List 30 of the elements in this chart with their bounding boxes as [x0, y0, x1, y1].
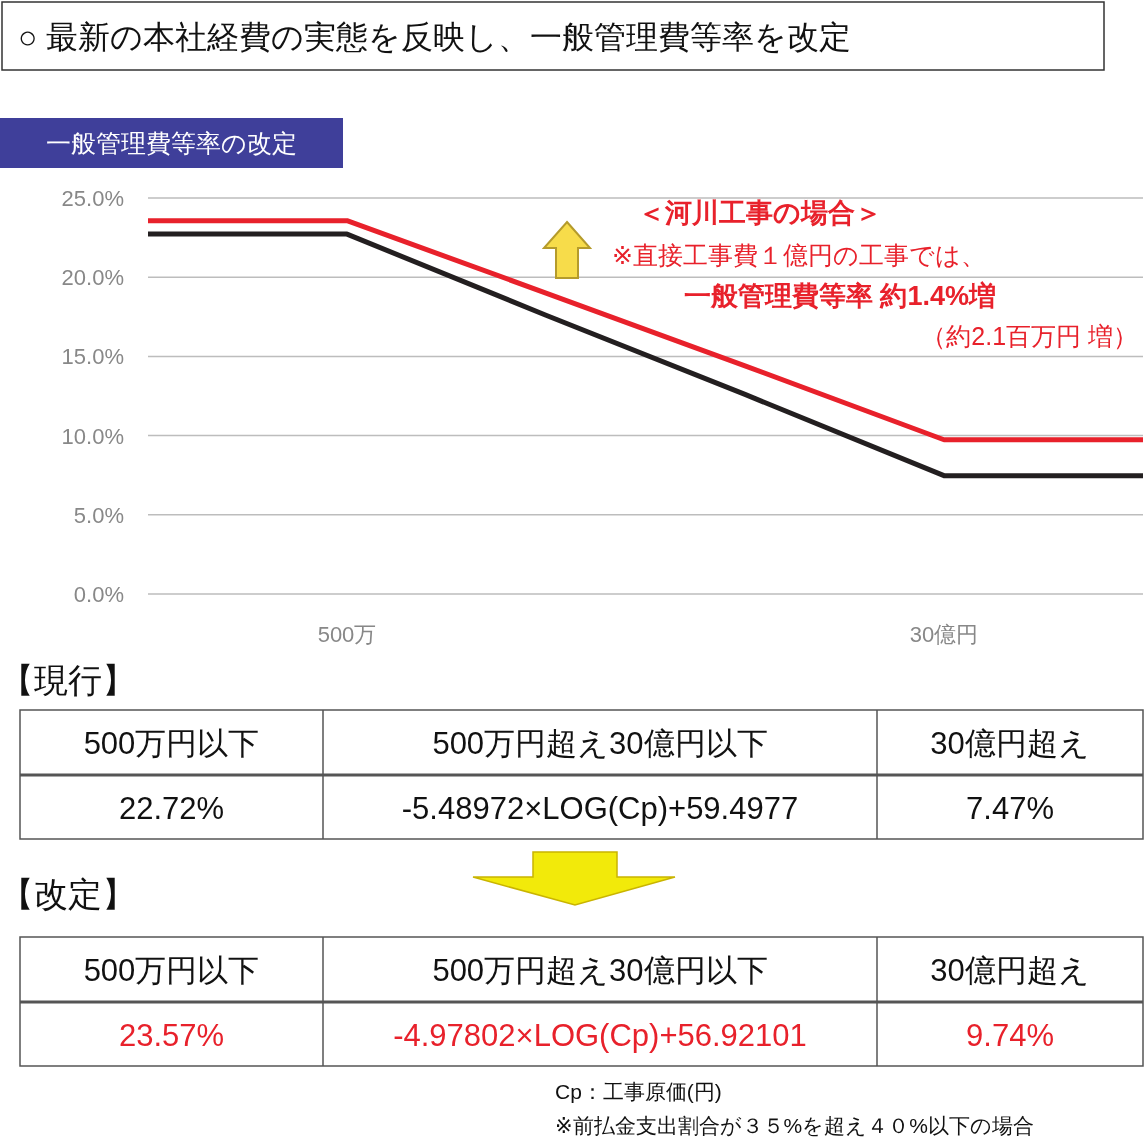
- chart-title: ○ 最新の本社経費の実態を反映し、一般管理費等率を改定: [18, 19, 852, 55]
- x-tick-label: 500万: [317, 622, 377, 647]
- text: ※前払金支出割合が３５%を超え４０%以下の場合: [555, 1114, 1034, 1137]
- text: 9.74%: [966, 1018, 1054, 1053]
- annotation: ＜河川工事の場合＞: [638, 198, 882, 228]
- text: 500万円以下: [83, 726, 260, 761]
- text: Cp：工事原価(円): [555, 1080, 722, 1103]
- text: 30億円超え: [930, 726, 1090, 761]
- text: 23.57%: [118, 1018, 225, 1053]
- text: -5.48972×LOG(Cp)+59.4977: [401, 791, 799, 826]
- text: 【改定】: [0, 875, 136, 913]
- y-tick-label: 5.0%: [73, 502, 124, 528]
- text: 500万円超え30億円以下: [432, 953, 768, 988]
- x-tick-label: 30億円: [909, 622, 979, 647]
- text: 30億円超え: [930, 953, 1090, 988]
- y-tick-label: 10.0%: [61, 423, 124, 449]
- text: 22.72%: [118, 791, 225, 826]
- text: 7.47%: [966, 791, 1054, 826]
- y-tick-label: 25.0%: [61, 186, 124, 211]
- text: 500万円超え30億円以下: [432, 726, 768, 761]
- text: 【現行】: [0, 661, 136, 699]
- y-tick-label: 20.0%: [61, 265, 124, 291]
- chart-subtitle: 一般管理費等率の改定: [45, 129, 297, 157]
- text: -4.97802×LOG(Cp)+56.92101: [393, 1018, 807, 1053]
- annotation: 一般管理費等率 約1.4%増: [683, 281, 997, 311]
- y-tick-label: 15.0%: [61, 344, 124, 370]
- text: 500万円以下: [83, 953, 260, 988]
- y-tick-label: 0.0%: [73, 582, 124, 607]
- annotation: （約2.1百万円 増）: [921, 322, 1138, 350]
- annotation: ※直接工事費１億円の工事では、: [612, 241, 986, 269]
